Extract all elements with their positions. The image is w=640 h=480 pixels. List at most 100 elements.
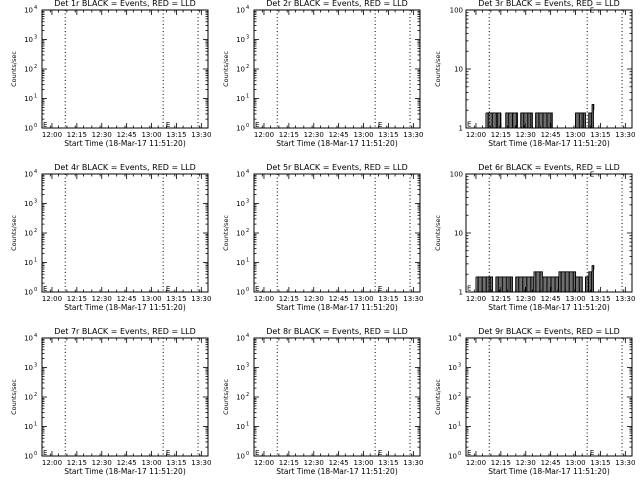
x-tick-label: 12:15: [279, 459, 299, 467]
x-tick-label: 12:00: [254, 295, 274, 303]
x-tick-label: 13:30: [191, 295, 211, 303]
event-marker-e: E: [43, 285, 47, 293]
y-tick-label: 10: [24, 66, 33, 74]
x-tick-label: 13:15: [378, 295, 398, 303]
panel-title: Det 3r BLACK = Events, RED = LLD: [478, 0, 620, 8]
panel-title: Det 1r BLACK = Events, RED = LLD: [54, 0, 196, 8]
y-tick-label: 10: [236, 289, 245, 297]
x-axis-label: Start Time (18-Mar-17 11:51:20): [64, 139, 186, 148]
y-tick-label: 10: [236, 364, 245, 372]
x-tick-label: 12:15: [491, 131, 511, 139]
panel-title: Det 7r BLACK = Events, RED = LLD: [54, 327, 196, 336]
plot-frame: [41, 9, 209, 129]
y-tick-exponent: 0: [34, 451, 37, 457]
y-tick-label: 10: [24, 335, 33, 343]
y-tick-label: 10: [236, 453, 245, 461]
y-tick-label: 10: [236, 259, 245, 267]
x-tick-label: 13:30: [403, 295, 423, 303]
y-tick-exponent: 2: [34, 64, 37, 70]
y-tick-exponent: 2: [246, 392, 249, 398]
y-tick-label: 10: [24, 230, 33, 238]
x-tick-label: 13:30: [403, 459, 423, 467]
x-tick-label: 13:30: [615, 459, 635, 467]
x-tick-label: 12:30: [92, 459, 112, 467]
y-tick-label: 10: [24, 453, 33, 461]
x-tick-label: 12:45: [117, 131, 137, 139]
event-marker-e: E: [590, 7, 594, 15]
x-tick-label: 12:15: [279, 131, 299, 139]
event-marker-e: E: [378, 449, 382, 457]
panel-title: Det 6r BLACK = Events, RED = LLD: [478, 163, 620, 172]
y-tick-label: 100: [450, 171, 463, 179]
x-tick-label: 12:00: [466, 295, 486, 303]
x-tick-label: 12:00: [466, 131, 486, 139]
y-tick-exponent: 1: [34, 422, 37, 428]
y-tick-exponent: 4: [246, 5, 249, 11]
y-tick-label: 10: [236, 95, 245, 103]
y-tick-exponent: 3: [246, 199, 249, 205]
x-tick-label: 13:00: [141, 295, 161, 303]
y-tick-exponent: 2: [246, 228, 249, 234]
x-axis-label: Start Time (18-Mar-17 11:51:20): [488, 139, 610, 148]
x-tick-label: 13:15: [166, 459, 186, 467]
panel-title: Det 5r BLACK = Events, RED = LLD: [266, 163, 408, 172]
x-tick-label: 12:45: [541, 295, 561, 303]
plot-frame: [253, 9, 421, 129]
y-tick-label: 1: [459, 125, 463, 133]
x-tick-label: 13:15: [166, 131, 186, 139]
x-axis-label: Start Time (18-Mar-17 11:51:20): [276, 467, 398, 476]
x-tick-label: 12:15: [491, 459, 511, 467]
y-tick-label: 10: [448, 364, 457, 372]
event-marker-e: E: [378, 121, 382, 129]
y-tick-label: 10: [236, 66, 245, 74]
x-tick-label: 13:15: [378, 459, 398, 467]
y-tick-exponent: 0: [34, 123, 37, 129]
x-tick-label: 12:00: [466, 459, 486, 467]
event-marker-e: E: [255, 121, 259, 129]
y-tick-exponent: 4: [458, 333, 461, 339]
plot-frame: [465, 173, 633, 293]
event-marker-e: E: [467, 121, 471, 129]
event-marker-e: E: [467, 449, 471, 457]
y-tick-label: 10: [236, 125, 245, 133]
y-axis-label: Counts/sec: [434, 51, 442, 87]
x-tick-label: 12:15: [67, 295, 87, 303]
y-tick-label: 10: [24, 259, 33, 267]
y-tick-exponent: 4: [246, 169, 249, 175]
plot-frame: [41, 173, 209, 293]
x-axis-label: Start Time (18-Mar-17 11:51:20): [488, 303, 610, 312]
y-tick-label: 10: [24, 171, 33, 179]
panel-det-4: Det 4r BLACK = Events, RED = LLD Counts/s…: [10, 163, 211, 312]
x-tick-label: 12:30: [304, 459, 324, 467]
y-tick-exponent: 1: [458, 422, 461, 428]
x-tick-label: 13:00: [141, 459, 161, 467]
plot-frame: [253, 173, 421, 293]
y-tick-exponent: 0: [34, 287, 37, 293]
x-tick-label: 12:30: [92, 131, 112, 139]
x-tick-label: 13:15: [166, 295, 186, 303]
x-tick-label: 13:30: [615, 131, 635, 139]
plot-frame: [465, 337, 633, 457]
y-axis-label: Counts/sec: [222, 215, 230, 251]
event-marker-e: E: [166, 449, 170, 457]
x-tick-label: 13:30: [191, 459, 211, 467]
y-tick-label: 10: [24, 394, 33, 402]
y-tick-exponent: 3: [34, 199, 37, 205]
event-marker-e: E: [255, 449, 259, 457]
x-tick-label: 12:45: [329, 295, 349, 303]
y-tick-label: 10: [24, 95, 33, 103]
event-marker-e: E: [590, 171, 594, 179]
y-tick-label: 10: [236, 36, 245, 44]
y-tick-label: 1: [459, 289, 463, 297]
y-tick-label: 10: [236, 394, 245, 402]
x-tick-label: 13:30: [403, 131, 423, 139]
y-tick-exponent: 3: [34, 35, 37, 41]
event-marker-e: E: [467, 285, 471, 293]
x-tick-label: 12:30: [304, 295, 324, 303]
y-tick-exponent: 4: [34, 169, 37, 175]
y-tick-exponent: 0: [246, 287, 249, 293]
panel-title: Det 4r BLACK = Events, RED = LLD: [54, 163, 196, 172]
x-tick-label: 12:00: [254, 459, 274, 467]
